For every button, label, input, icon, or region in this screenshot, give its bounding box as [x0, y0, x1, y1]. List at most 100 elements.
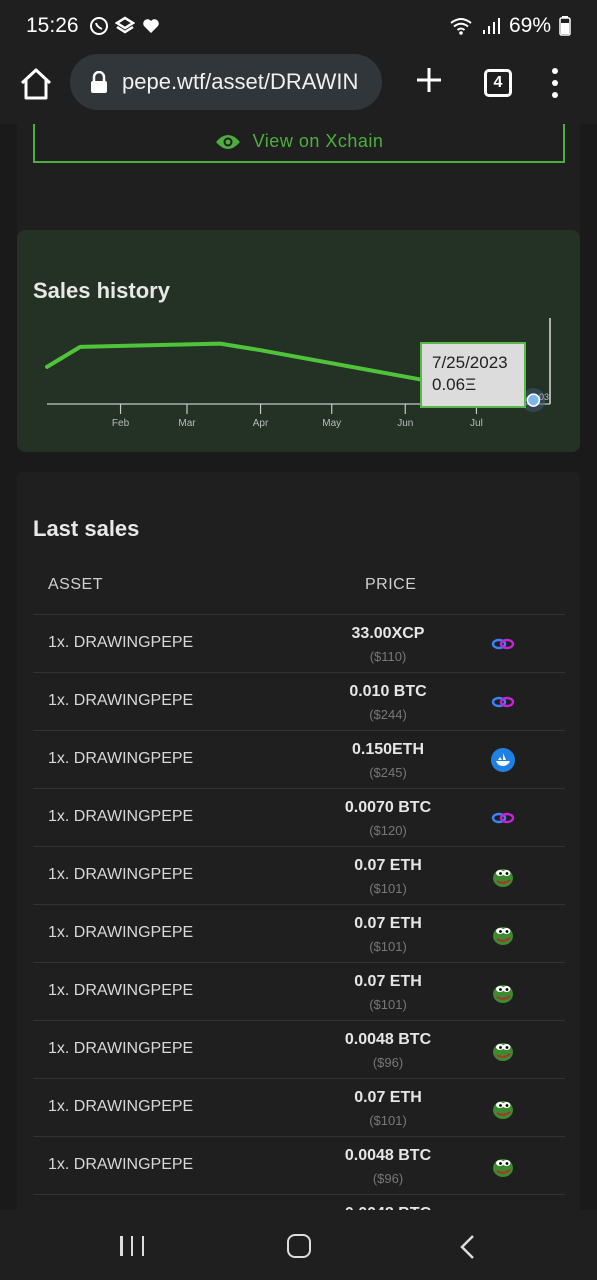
row-price: 0.150ETH [351, 741, 425, 758]
last-sales-table: 1x. DRAWINGPEPE 33.00XCP ($110) 1x. DRAWING… [33, 614, 565, 1210]
row-asset[interactable]: 1x. DRAWINGPEPE [48, 692, 194, 709]
table-row[interactable]: 1x. DRAWINGPEPE 0.0070 BTC ($120) [33, 788, 565, 846]
chart-tooltip: 7/25/2023 0.06Ξ [420, 342, 526, 408]
status-time: 15:26 [26, 14, 79, 37]
signal-icon [482, 18, 500, 34]
sales-line [45, 341, 536, 403]
sales-history-card: Sales history Feb Mar Apr May Jun Jul 03 7/25… [17, 230, 580, 452]
system-nav-bar [0, 1210, 597, 1280]
table-row[interactable]: 1x. DRAWINGPEPE 0.0048 BTC ($96) [33, 1020, 565, 1078]
column-header-price: PRICE [365, 576, 417, 593]
x-tick-label: Mar [178, 418, 196, 429]
row-usd-price: ($101) [369, 997, 407, 1012]
last-sales-card: Last sales ASSET PRICE 1x. DRAWINGPEPE 33… [17, 472, 580, 1210]
home-icon[interactable] [18, 66, 54, 102]
whatsapp-icon [89, 17, 108, 35]
row-asset[interactable]: 1x. DRAWINGPEPE [48, 634, 194, 651]
x-axis-ticks: Feb Mar Apr May Jun Jul [112, 404, 483, 429]
eye-icon [215, 134, 240, 149]
pepe-icon[interactable] [491, 922, 515, 946]
table-row[interactable]: 1x. DRAWINGPEPE 0.07 ETH ($101) [33, 846, 565, 904]
row-usd-price: ($96) [372, 1171, 404, 1186]
battery-percent: 69% [508, 14, 551, 37]
x-tick-label-partial: 03 [539, 392, 549, 402]
row-asset[interactable]: 1x. DRAWINGPEPE [48, 982, 194, 999]
row-usd-price: ($101) [369, 939, 407, 954]
tooltip-date: 7/25/2023 [432, 353, 508, 372]
heart-icon [142, 19, 159, 33]
pepe-icon[interactable] [491, 980, 515, 1004]
new-tab-icon[interactable] [413, 64, 445, 96]
chain-link-icon[interactable] [491, 690, 515, 714]
row-usd-price: ($244) [369, 707, 407, 722]
sales-history-title: Sales history [33, 278, 170, 303]
pepe-icon[interactable] [491, 1096, 515, 1120]
tab-switcher-button[interactable]: 4 [484, 69, 512, 97]
table-row[interactable]: 1x. DRAWINGPEPE 0.07 ETH ($101) [33, 1078, 565, 1136]
address-bar[interactable]: pepe.wtf/asset/DRAWIN [70, 54, 382, 110]
row-usd-price: ($110) [369, 649, 407, 664]
row-price: 0.0048 BTC [288, 1205, 488, 1210]
hover-point[interactable] [526, 393, 541, 407]
url-text: pepe.wtf/asset/DRAWIN [122, 69, 359, 94]
row-usd-price: ($245) [369, 765, 407, 780]
row-price: 0.0048 BTC [344, 1147, 432, 1164]
status-app-icons [89, 16, 161, 36]
row-price: 0.0070 BTC [344, 799, 432, 816]
table-row[interactable]: 1x. DRAWINGPEPE 0.010 BTC ($244) [33, 672, 565, 730]
row-price: 0.07 ETH [354, 915, 422, 932]
pepe-icon[interactable] [491, 1154, 515, 1178]
table-row[interactable]: 0.0048 BTC [33, 1194, 565, 1210]
row-usd-price: ($120) [369, 823, 407, 838]
x-tick-label: Apr [253, 418, 269, 429]
row-usd-price: ($101) [369, 1113, 407, 1128]
lock-icon [91, 71, 107, 93]
row-asset[interactable]: 1x. DRAWINGPEPE [48, 1156, 194, 1173]
tooltip-value: 0.06Ξ [432, 375, 477, 394]
row-price: 33.00XCP [351, 625, 425, 642]
row-price: 0.07 ETH [354, 857, 422, 874]
pepe-icon[interactable] [491, 864, 515, 888]
view-on-xchain-label: View on Xchain [252, 131, 384, 151]
row-price: 0.07 ETH [354, 1089, 422, 1106]
last-sales-title: Last sales [33, 516, 140, 541]
system-home-icon[interactable] [287, 1234, 311, 1258]
table-row[interactable]: 1x. DRAWINGPEPE 0.0048 BTC ($96) [33, 1136, 565, 1194]
battery-icon [559, 16, 571, 36]
row-asset[interactable]: 1x. DRAWINGPEPE [48, 1098, 194, 1115]
row-price: 0.0048 BTC [344, 1031, 432, 1048]
row-usd-price: ($96) [372, 1055, 404, 1070]
row-asset[interactable]: 1x. DRAWINGPEPE [48, 750, 194, 767]
x-tick-label: Jun [397, 418, 413, 429]
row-price: 0.010 BTC [349, 683, 427, 700]
sales-history-chart[interactable]: Feb Mar Apr May Jun Jul 03 [17, 230, 580, 452]
opensea-icon[interactable] [491, 748, 515, 772]
row-usd-price: ($101) [369, 881, 407, 896]
back-icon[interactable] [456, 1234, 480, 1260]
status-right: 69% [449, 14, 571, 38]
pepe-icon[interactable] [491, 1038, 515, 1062]
table-row[interactable]: 1x. DRAWINGPEPE 0.07 ETH ($101) [33, 904, 565, 962]
row-asset[interactable]: 1x. DRAWINGPEPE [48, 924, 194, 941]
x-tick-label: Feb [112, 418, 130, 429]
status-bar: 15:26 69% [0, 0, 597, 52]
recent-apps-icon[interactable] [120, 1236, 144, 1256]
view-on-xchain-button[interactable]: View on Xchain [33, 124, 565, 163]
browser-menu-icon[interactable] [550, 68, 560, 98]
row-asset[interactable]: 1x. DRAWINGPEPE [48, 808, 194, 825]
page-content: View on Xchain Sales history Feb Mar Apr Ma… [0, 124, 597, 1210]
column-header-asset: ASSET [48, 576, 103, 593]
browser-toolbar: pepe.wtf/asset/DRAWIN 4 [0, 52, 597, 124]
chain-link-icon[interactable] [491, 806, 515, 830]
chain-link-icon[interactable] [491, 632, 515, 656]
table-row[interactable]: 1x. DRAWINGPEPE 0.150ETH ($245) [33, 730, 565, 788]
table-row[interactable]: 1x. DRAWINGPEPE 0.07 ETH ($101) [33, 962, 565, 1020]
row-asset[interactable]: 1x. DRAWINGPEPE [48, 866, 194, 883]
row-price: 0.07 ETH [354, 973, 422, 990]
x-tick-label: Jul [470, 418, 483, 429]
app-icon [114, 16, 135, 34]
table-row[interactable]: 1x. DRAWINGPEPE 33.00XCP ($110) [33, 614, 565, 672]
x-tick-label: May [322, 418, 341, 429]
wifi-icon [450, 18, 472, 35]
row-asset[interactable]: 1x. DRAWINGPEPE [48, 1040, 194, 1057]
